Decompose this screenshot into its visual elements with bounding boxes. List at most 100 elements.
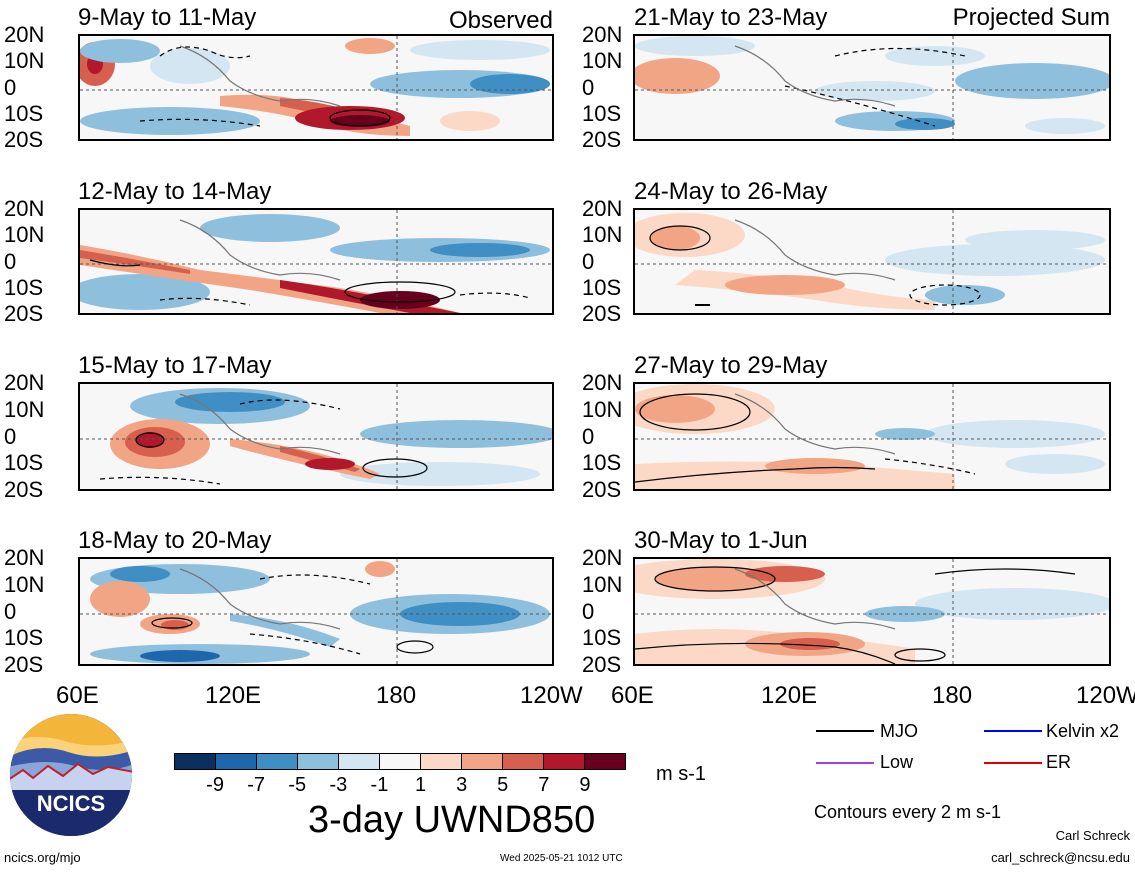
colorbar-swatch bbox=[339, 754, 380, 769]
lat-tick-label: 10S bbox=[4, 625, 44, 651]
ncics-logo: NCICS bbox=[8, 712, 134, 838]
colorbar-swatch bbox=[380, 754, 421, 769]
lat-tick-label: 10N bbox=[582, 222, 623, 248]
heatmap-6 bbox=[635, 210, 1109, 313]
map-panel-3 bbox=[78, 382, 554, 491]
heatmap-3 bbox=[80, 384, 552, 489]
lat-tick-label: 0 bbox=[582, 598, 595, 624]
lat-tick-label: 0 bbox=[4, 598, 17, 624]
colorbar-tick: 1 bbox=[414, 774, 427, 796]
legend-label-er: ER bbox=[1046, 752, 1072, 772]
lat-tick-label: 0 bbox=[4, 74, 17, 100]
lat-tick-label: 20N bbox=[582, 370, 623, 395]
heatmap-2 bbox=[80, 210, 552, 313]
lat-tick-label: 20S bbox=[582, 477, 622, 502]
map-panel-5 bbox=[633, 34, 1111, 141]
colorbar-tick: -1 bbox=[370, 774, 389, 796]
lon-tick-180-left: 180 bbox=[376, 682, 417, 709]
lat-tick-label: 10S bbox=[4, 100, 44, 126]
lat-tick-label: 20N bbox=[4, 370, 45, 395]
lat-tick-label: 20S bbox=[4, 301, 44, 326]
contour-note: Contours every 2 m s-1 bbox=[814, 802, 1002, 822]
lon-tick-120e-left: 120E bbox=[205, 682, 262, 709]
heatmap-5 bbox=[635, 36, 1109, 139]
map-panel-2 bbox=[78, 208, 554, 315]
map-panel-8 bbox=[633, 557, 1111, 666]
lon-tick-180-right: 180 bbox=[932, 682, 973, 709]
lat-tick-label: 0 bbox=[4, 423, 17, 449]
lat-tick-label: 20N bbox=[582, 196, 623, 221]
colorbar-tick: -3 bbox=[329, 774, 348, 796]
map-panel-6 bbox=[633, 208, 1111, 315]
colorbar-swatch bbox=[544, 754, 585, 769]
panel-title-5: 21-May to 23-May bbox=[634, 4, 828, 31]
panel-title-2: 12-May to 14-May bbox=[78, 178, 272, 205]
colorbar-tick: 5 bbox=[497, 774, 509, 796]
lat-tick-label: 10N bbox=[582, 571, 623, 597]
colorbar bbox=[174, 753, 626, 770]
panel-title-1: 9-May to 11-May bbox=[78, 4, 257, 31]
lat-tick-label: 10S bbox=[582, 625, 622, 651]
lat-tick-label: 10S bbox=[582, 274, 622, 300]
colorbar-tick: 7 bbox=[538, 774, 550, 796]
footer-author: Carl Schreck bbox=[1055, 828, 1130, 843]
legend-label-kelvin: Kelvin x2 bbox=[1046, 721, 1120, 741]
colorbar-swatch bbox=[462, 754, 503, 769]
colorbar-tick: 3 bbox=[456, 774, 468, 796]
heatmap-7 bbox=[635, 384, 1109, 489]
lat-tick-label: 20S bbox=[4, 652, 44, 677]
lat-tick-label: 0 bbox=[4, 248, 17, 274]
chart-title: 3-day UWND850 bbox=[308, 799, 596, 841]
lat-tick-label: 10S bbox=[4, 274, 44, 300]
map-panel-7 bbox=[633, 382, 1111, 491]
footer-timestamp: Wed 2025-05-21 1012 UTC bbox=[500, 853, 623, 864]
panel-tag-projected: Projected Sum bbox=[952, 4, 1110, 31]
lon-tick-120w-left: 120W bbox=[520, 682, 583, 709]
colorbar-tick: 9 bbox=[579, 774, 591, 796]
lat-tick-label: 10N bbox=[4, 222, 45, 248]
lat-tick-label: 10S bbox=[4, 450, 44, 476]
lat-tick-label: 20N bbox=[4, 22, 45, 47]
colorbar-swatch bbox=[175, 754, 216, 769]
lat-tick-label: 0 bbox=[582, 248, 595, 274]
lat-tick-label: 10N bbox=[582, 396, 623, 422]
map-panel-4 bbox=[78, 557, 554, 666]
lat-tick-label: 20S bbox=[4, 127, 44, 152]
legend-label-mjo: MJO bbox=[880, 721, 918, 741]
footer-url: ncics.org/mjo bbox=[4, 850, 81, 865]
lon-tick-120w-right: 120W bbox=[1076, 684, 1135, 708]
lat-tick-label: 20N bbox=[4, 545, 45, 570]
footer-email: carl_schreck@ncsu.edu bbox=[991, 850, 1130, 865]
colorbar-tick: -5 bbox=[288, 774, 307, 796]
map-panel-1 bbox=[78, 34, 554, 141]
panel-title-8: 30-May to 1-Jun bbox=[634, 527, 808, 554]
lat-tick-label: 20S bbox=[582, 301, 622, 326]
lat-tick-label: 0 bbox=[582, 423, 595, 449]
lat-tick-label: 10N bbox=[4, 571, 45, 597]
heatmap-4 bbox=[80, 559, 552, 664]
lon-tick-60e-left: 60E bbox=[56, 682, 99, 709]
colorbar-tick: -9 bbox=[206, 774, 224, 796]
lon-tick-120e-right: 120E bbox=[761, 682, 818, 709]
colorbar-swatch bbox=[503, 754, 544, 769]
lat-tick-label: 20N bbox=[582, 22, 623, 47]
colorbar-units: m s-1 bbox=[656, 763, 706, 785]
colorbar-swatch bbox=[257, 754, 298, 769]
lat-tick-label: 10S bbox=[582, 450, 622, 476]
panel-tag-observed: Observed bbox=[448, 7, 553, 34]
panel-title-6: 24-May to 26-May bbox=[634, 178, 828, 205]
lat-tick-label: 0 bbox=[582, 74, 595, 100]
legend-line-er bbox=[984, 762, 1042, 764]
lat-tick-label: 20N bbox=[582, 545, 623, 570]
lat-tick-label: 20N bbox=[4, 196, 45, 221]
legend-label-low: Low bbox=[880, 752, 914, 772]
colorbar-swatch bbox=[216, 754, 257, 769]
heatmap-8 bbox=[635, 559, 1109, 664]
colorbar-swatch bbox=[585, 754, 625, 769]
panel-title-3: 15-May to 17-May bbox=[78, 352, 272, 379]
lat-tick-label: 10N bbox=[4, 396, 45, 422]
lat-tick-label: 10N bbox=[582, 48, 623, 74]
lat-tick-label: 20S bbox=[582, 652, 622, 677]
lat-tick-label: 10S bbox=[582, 100, 622, 126]
panel-title-4: 18-May to 20-May bbox=[78, 527, 272, 554]
